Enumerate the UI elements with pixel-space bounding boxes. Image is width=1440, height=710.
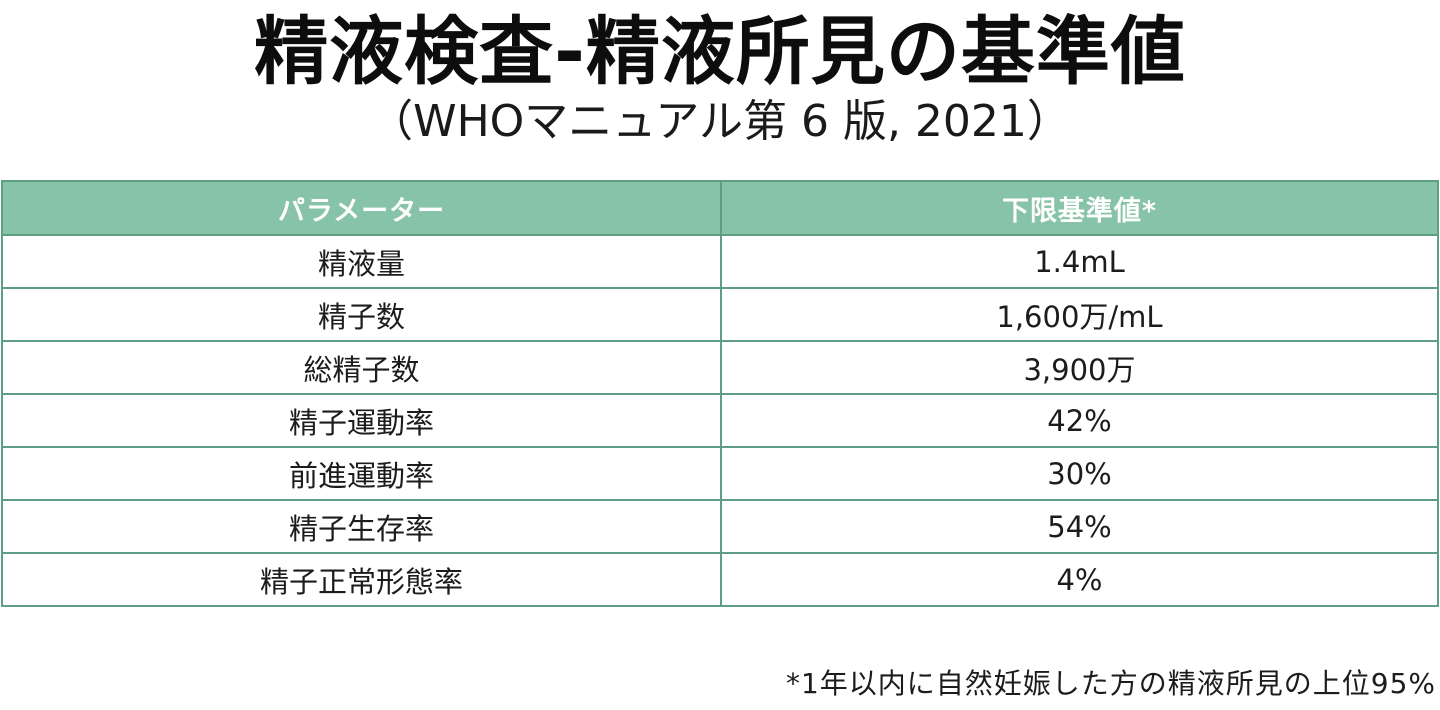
table-row: 精子生存率 54% bbox=[1, 499, 1439, 554]
value-cell: 3,900万 bbox=[720, 340, 1439, 395]
column-header-parameter: パラメーター bbox=[1, 180, 722, 236]
table-row: 精子正常形態率 4% bbox=[1, 552, 1439, 607]
parameter-cell: 精子運動率 bbox=[1, 393, 722, 448]
value-cell: 1,600万/mL bbox=[720, 287, 1439, 342]
table-row: 前進運動率 30% bbox=[1, 446, 1439, 501]
table-row: 精子運動率 42% bbox=[1, 393, 1439, 448]
value-cell: 1.4mL bbox=[720, 234, 1439, 289]
page-title: 精液検査-精液所見の基準値 bbox=[254, 9, 1186, 95]
parameter-cell: 精子生存率 bbox=[1, 499, 722, 554]
parameter-cell: 総精子数 bbox=[1, 340, 722, 395]
value-cell: 30% bbox=[720, 446, 1439, 501]
parameter-cell: 精子数 bbox=[1, 287, 722, 342]
parameter-cell: 精子正常形態率 bbox=[1, 552, 722, 607]
table-row: 精子数 1,600万/mL bbox=[1, 287, 1439, 342]
value-cell: 4% bbox=[720, 552, 1439, 607]
reference-values-table: パラメーター 下限基準値* 精液量 1.4mL 精子数 1,600万/mL 総精… bbox=[1, 180, 1439, 607]
value-cell: 42% bbox=[720, 393, 1439, 448]
footnote: *1年以内に自然妊娠した方の精液所見の上位95% bbox=[785, 667, 1436, 700]
value-cell: 54% bbox=[720, 499, 1439, 554]
page-subtitle: （WHOマニュアル第 6 版, 2021） bbox=[369, 96, 1071, 147]
parameter-cell: 精液量 bbox=[1, 234, 722, 289]
parameter-cell: 前進運動率 bbox=[1, 446, 722, 501]
column-header-lower-reference: 下限基準値* bbox=[720, 180, 1439, 236]
table-row: 精液量 1.4mL bbox=[1, 234, 1439, 289]
table-header-row: パラメーター 下限基準値* bbox=[1, 180, 1439, 236]
table-row: 総精子数 3,900万 bbox=[1, 340, 1439, 395]
